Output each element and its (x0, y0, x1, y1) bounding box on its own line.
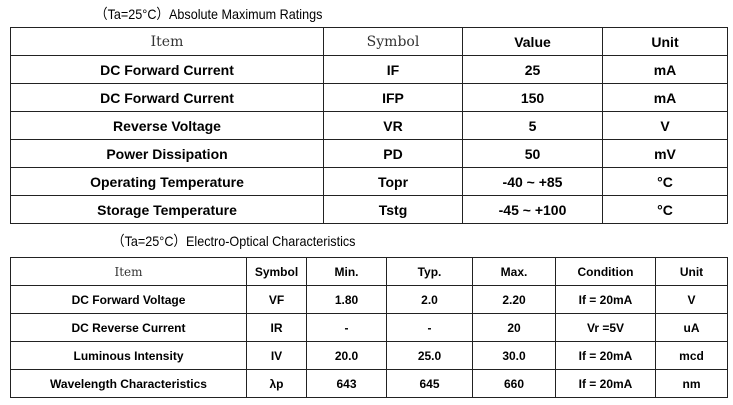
ratings-table: Item Symbol Value Unit DC Forward Current IF 2… (10, 27, 728, 224)
table-row: Storage Temperature Tstg -45 ~ +100 °C (10, 195, 728, 224)
table-cell: Vr =5V (555, 313, 656, 342)
table-cell: - (306, 313, 387, 342)
table-cell: Storage Temperature (10, 195, 324, 224)
table-cell: 660 (472, 369, 556, 398)
table-cell: Luminous Intensity (10, 341, 247, 370)
header-cell: Unit (602, 27, 728, 56)
table-cell: mA (602, 83, 728, 112)
header-cell: Value (462, 27, 603, 56)
table-cell: 20 (472, 313, 556, 342)
table-row: DC Reverse Current IR - -20 Vr =5V uA (10, 313, 728, 342)
header-cell: Condition (555, 257, 656, 286)
table-cell: 150 (462, 83, 603, 112)
table-row: DC Forward Current IFP 150 mA (10, 83, 728, 112)
table-cell: 50 (462, 139, 603, 168)
header-cell: Symbol (246, 257, 307, 286)
table-cell: 643 (306, 369, 387, 398)
table-cell: Topr (323, 167, 463, 196)
table-cell: - (386, 313, 473, 342)
table-cell: Power Dissipation (10, 139, 324, 168)
table-row: Operating Temperature Topr -40 ~ +85 °C (10, 167, 728, 196)
table-cell: PD (323, 139, 463, 168)
header-cell: Unit (655, 257, 728, 286)
table-cell: 1.80 (306, 285, 387, 314)
table-row: Luminous Intensity IV 20.0 25.0 30.0 If = 20m… (10, 341, 728, 370)
table-cell: DC Forward Current (10, 55, 324, 84)
table-cell: IFP (323, 83, 463, 112)
characteristics-table: Item Symbol Min. Typ. Max. Condition Unit DC Fo… (10, 257, 728, 398)
header-cell: Item (10, 257, 247, 286)
header-cell: Min. (306, 257, 387, 286)
table-cell: DC Forward Current (10, 83, 324, 112)
table-cell: 5 (462, 111, 603, 140)
table-cell: 20.0 (306, 341, 387, 370)
table-cell: nm (655, 369, 728, 398)
section-title: （Ta=25°C）Absolute Maximum Ratings (95, 6, 323, 22)
table-cell: Operating Temperature (10, 167, 324, 196)
table-cell: V (602, 111, 728, 140)
table-cell: -40 ~ +85 (462, 167, 603, 196)
table-cell: VF (246, 285, 307, 314)
table-cell: 2.0 (386, 285, 473, 314)
table-cell: Tstg (323, 195, 463, 224)
table-cell: °C (602, 195, 728, 224)
table-cell: Reverse Voltage (10, 111, 324, 140)
header-cell: Typ. (386, 257, 473, 286)
table-cell: If = 20mA (555, 369, 656, 398)
table-cell: 645 (386, 369, 473, 398)
table-cell: If = 20mA (555, 341, 656, 370)
table-cell: mcd (655, 341, 728, 370)
table-cell: DC Forward Voltage (10, 285, 247, 314)
table-row: DC Forward Voltage VF 1.80 2.0 2.20 If = 20mA… (10, 285, 728, 314)
header-cell: Max. (472, 257, 556, 286)
table-cell: V (655, 285, 728, 314)
header-cell: Symbol (323, 27, 463, 56)
section-title: （Ta=25°C）Electro-Optical Characteristics (112, 233, 356, 249)
table-cell: 25 (462, 55, 603, 84)
table-row: Wavelength Characteristics λp 643 645 660 If … (10, 369, 728, 398)
table-row: Reverse Voltage VR 5 V (10, 111, 728, 140)
header-row: Item Symbol Value Unit (10, 27, 728, 56)
table-cell: DC Reverse Current (10, 313, 247, 342)
header-cell: Item (10, 27, 324, 56)
table-cell: 25.0 (386, 341, 473, 370)
header-row: Item Symbol Min. Typ. Max. Condition Unit (10, 257, 728, 286)
table-cell: uA (655, 313, 728, 342)
table-cell: °C (602, 167, 728, 196)
table-cell: 30.0 (472, 341, 556, 370)
table-cell: 2.20 (472, 285, 556, 314)
table-cell: λp (246, 369, 307, 398)
table-cell: -45 ~ +100 (462, 195, 603, 224)
table-cell: mA (602, 55, 728, 84)
table-row: Power Dissipation PD 50 mV (10, 139, 728, 168)
table-cell: Wavelength Characteristics (10, 369, 247, 398)
table-cell: VR (323, 111, 463, 140)
table-cell: mV (602, 139, 728, 168)
table-cell: IR (246, 313, 307, 342)
table-cell: If = 20mA (555, 285, 656, 314)
table-row: DC Forward Current IF 25 mA (10, 55, 728, 84)
table-cell: IV (246, 341, 307, 370)
table-cell: IF (323, 55, 463, 84)
